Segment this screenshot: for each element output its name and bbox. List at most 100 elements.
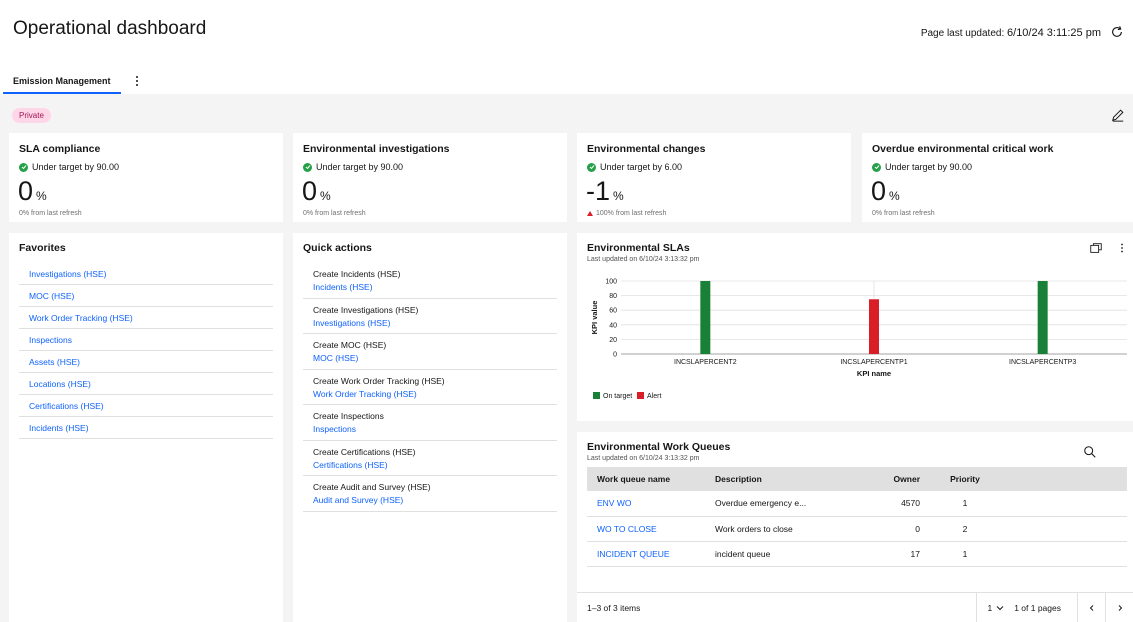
- quick-action-create-label[interactable]: Create Investigations (HSE): [313, 304, 419, 315]
- x-axis-label: KPI name: [857, 369, 891, 378]
- kpi-status: Under target by 6.00: [587, 162, 682, 172]
- dashboard-tabs: Emission Management: [3, 70, 147, 94]
- bar-incslapercentp1: [869, 299, 879, 354]
- table-row[interactable]: ENV WO Overdue emergency e... 4570 1: [587, 491, 1127, 517]
- y-tick-label: 0: [613, 352, 617, 359]
- kpi-status: Under target by 90.00: [872, 162, 972, 172]
- legend-swatch: [593, 392, 600, 399]
- kpi-change-text: 0% from last refresh: [872, 210, 935, 217]
- quick-action-item[interactable]: Create Certifications (HSE) Certification…: [303, 441, 557, 476]
- chevron-right-icon: [1118, 604, 1122, 611]
- quick-action-create-label[interactable]: Create MOC (HSE): [313, 340, 387, 350]
- work-queue-description: incident queue: [705, 541, 875, 567]
- chevron-down-icon: [996, 605, 1004, 610]
- kpi-title: Environmental changes: [587, 143, 706, 155]
- kpi-status: Under target by 90.00: [303, 162, 403, 172]
- favorite-link[interactable]: Investigations (HSE): [19, 263, 273, 285]
- quick-action-item[interactable]: Create Audit and Survey (HSE) Audit and S…: [303, 476, 557, 512]
- kpi-status: Under target by 90.00: [19, 162, 119, 172]
- tab-emission-management[interactable]: Emission Management: [3, 70, 121, 94]
- y-tick-label: 100: [605, 279, 617, 286]
- quick-action-link[interactable]: Work Order Tracking (HSE): [313, 388, 417, 399]
- kpi-status-text: Under target by 90.00: [885, 162, 973, 172]
- checkmark-icon: [872, 162, 881, 172]
- kpi-value: 0 %: [871, 176, 900, 207]
- favorites-card: Favorites Investigations (HSE) MOC (HSE)…: [9, 233, 283, 622]
- quick-action-link[interactable]: Certifications (HSE): [313, 459, 388, 470]
- favorite-link[interactable]: Work Order Tracking (HSE): [19, 307, 273, 329]
- quick-action-link[interactable]: Incidents (HSE): [313, 282, 373, 292]
- work-queue-link[interactable]: ENV WO: [597, 498, 632, 509]
- kpi-change-text: 0% from last refresh: [303, 210, 366, 217]
- kpi-change: 0% from last refresh: [19, 210, 82, 217]
- table-row[interactable]: WO TO CLOSE Work orders to close 0 2: [587, 516, 1127, 542]
- page-select-value: 1: [987, 602, 993, 613]
- y-axis-label: KPI value: [590, 301, 599, 335]
- slas-last-updated: Last updated on 6/10/24 3:13:32 pm: [587, 256, 700, 263]
- quick-action-create-label[interactable]: Create Work Order Tracking (HSE): [313, 375, 445, 386]
- kpi-number: 0: [871, 176, 887, 206]
- kpi-card-environmental-investigations[interactable]: Environmental investigations Under targe…: [293, 133, 567, 222]
- favorite-link[interactable]: Assets (HSE): [19, 351, 273, 373]
- work-queue-owner: 17: [875, 541, 930, 567]
- work-queue-link[interactable]: INCIDENT QUEUE: [597, 548, 670, 559]
- expand-icon[interactable]: [1089, 241, 1103, 255]
- kpi-status-text: Under target by 90.00: [316, 162, 404, 172]
- kpi-change: 0% from last refresh: [872, 210, 935, 217]
- quick-action-item[interactable]: Create Work Order Tracking (HSE) Work Ord…: [303, 370, 557, 405]
- work-queue-description: Overdue emergency e...: [705, 491, 875, 517]
- quick-action-link[interactable]: Inspections: [313, 424, 356, 434]
- pagination: 1–3 of 3 items 1 1 of 1 pages: [577, 592, 1133, 622]
- page-updated-label: Page last updated:: [920, 28, 1005, 39]
- kpi-number: 0: [302, 176, 318, 206]
- column-header[interactable]: Work queue name: [587, 467, 705, 491]
- column-header[interactable]: Priority: [930, 467, 1000, 491]
- quick-action-item[interactable]: Create MOC (HSE) MOC (HSE): [303, 334, 557, 370]
- favorites-title: Favorites: [19, 242, 66, 254]
- edit-icon[interactable]: [1111, 108, 1125, 122]
- quick-action-create-label[interactable]: Create Audit and Survey (HSE): [313, 482, 431, 492]
- sla-bar-chart: 0 20 40 60 80 100 INCSLAPERCENT2 INCSLAPERCENTP…: [590, 279, 1127, 400]
- table-row[interactable]: INCIDENT QUEUE incident queue 17 1: [587, 541, 1127, 567]
- tab-overflow-menu-button[interactable]: [127, 70, 147, 92]
- work-queues-card: Environmental Work Queues Last updated o…: [577, 432, 1133, 622]
- page-select[interactable]: 1 1 of 1 pages: [976, 592, 1069, 622]
- quick-action-link[interactable]: MOC (HSE): [313, 353, 359, 363]
- column-header[interactable]: Owner: [875, 467, 930, 491]
- favorite-link[interactable]: Inspections: [19, 329, 273, 351]
- favorite-link[interactable]: Incidents (HSE): [19, 417, 273, 439]
- row-spacer: [1000, 516, 1127, 542]
- favorite-link[interactable]: Locations (HSE): [19, 373, 273, 395]
- kpi-title: Environmental investigations: [303, 143, 450, 155]
- work-queue-link[interactable]: WO TO CLOSE: [597, 523, 657, 534]
- next-page-button[interactable]: [1105, 592, 1133, 622]
- quick-action-item[interactable]: Create Investigations (HSE) Investigation…: [303, 299, 557, 334]
- kpi-number: 0: [18, 176, 34, 206]
- quick-action-item[interactable]: Create Incidents (HSE) Incidents (HSE): [303, 263, 557, 299]
- checkmark-icon: [303, 162, 312, 172]
- previous-page-button[interactable]: [1077, 592, 1105, 622]
- quick-action-create-label[interactable]: Create Certifications (HSE): [313, 446, 416, 457]
- work-queues-title: Environmental Work Queues: [587, 441, 731, 453]
- kpi-card-sla-compliance[interactable]: SLA compliance Under target by 90.00 0 %…: [9, 133, 283, 222]
- refresh-icon[interactable]: [1110, 25, 1124, 39]
- work-queue-priority: 1: [930, 491, 1000, 517]
- quick-action-link[interactable]: Investigations (HSE): [313, 317, 391, 328]
- dashboard-canvas: Private SLA compliance Under target by 9…: [0, 94, 1133, 622]
- favorite-link[interactable]: Certifications (HSE): [19, 395, 273, 417]
- bar-incslapercentp3: [1037, 281, 1048, 354]
- favorite-link[interactable]: MOC (HSE): [19, 285, 273, 307]
- quick-action-link[interactable]: Audit and Survey (HSE): [313, 495, 404, 505]
- legend-label: Alert: [647, 393, 661, 400]
- checkmark-icon: [19, 162, 28, 172]
- kpi-card-environmental-changes[interactable]: Environmental changes Under target by 6.…: [577, 133, 851, 222]
- kpi-card-overdue-critical-work[interactable]: Overdue environmental critical work Unde…: [862, 133, 1133, 222]
- quick-action-create-label[interactable]: Create Incidents (HSE): [313, 269, 401, 279]
- overflow-menu-icon[interactable]: [1115, 241, 1129, 255]
- search-icon[interactable]: [1083, 445, 1097, 459]
- work-queues-last-updated: Last updated on 6/10/24 3:13:32 pm: [587, 455, 700, 462]
- y-tick-label: 60: [609, 308, 617, 315]
- quick-action-item[interactable]: Create Inspections Inspections: [303, 405, 557, 441]
- column-header[interactable]: Description: [705, 467, 875, 491]
- quick-action-create-label[interactable]: Create Inspections: [313, 411, 384, 421]
